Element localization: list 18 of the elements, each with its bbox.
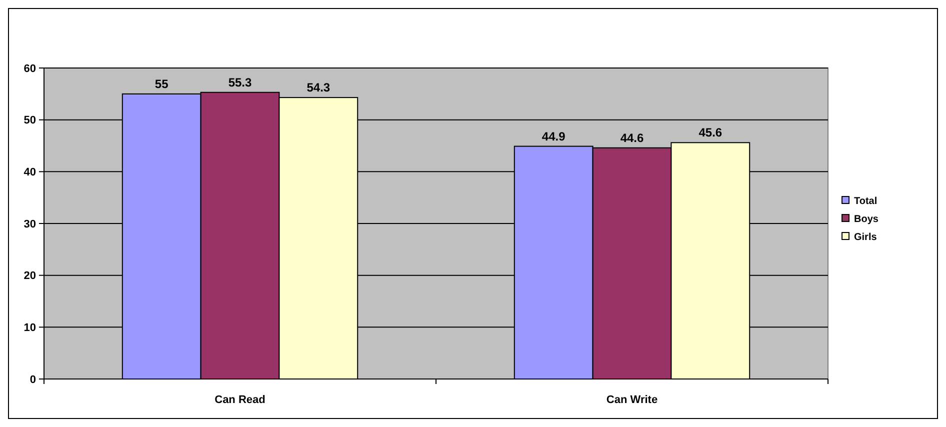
y-tick-label: 0 — [30, 374, 36, 386]
y-tick-label: 60 — [24, 62, 36, 75]
data-label: 44.6 — [620, 130, 644, 145]
x-tick-label: Can Write — [606, 394, 658, 406]
y-tick-label: 40 — [24, 166, 36, 179]
y-tick-label: 50 — [24, 114, 36, 127]
data-label: 44.9 — [542, 129, 566, 144]
data-label: 55 — [154, 76, 169, 91]
y-tick-label: 10 — [24, 322, 36, 334]
data-label: 45.6 — [698, 126, 722, 140]
y-tick-label: 30 — [24, 218, 36, 230]
y-tick-label: 20 — [24, 270, 36, 282]
x-tick-label: Can Read — [214, 394, 266, 406]
legend-label: Total — [854, 196, 878, 207]
legend-label: Boys — [854, 214, 879, 225]
data-label: 55.3 — [228, 75, 252, 90]
legend-label: Girls — [854, 232, 878, 243]
data-label: 54.3 — [306, 80, 330, 95]
